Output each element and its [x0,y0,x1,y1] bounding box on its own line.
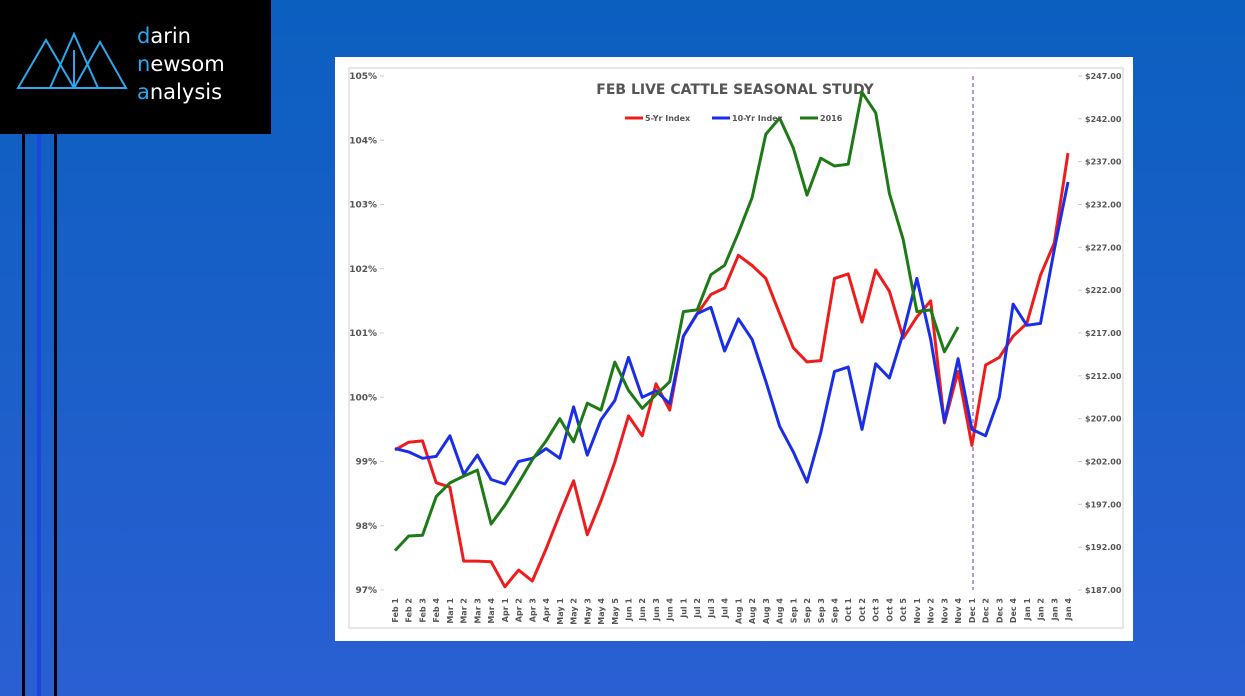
x-tick-label: Apr 3 [528,598,537,622]
x-tick-label: Jun 1 [624,598,633,622]
x-tick-label: Jun 3 [652,598,661,622]
x-tick-label: Aug 3 [762,598,771,624]
left-rule [37,134,41,696]
x-tick-label: Mar 2 [460,598,469,624]
chart-title: FEB LIVE CATTLE SEASONAL STUDY [596,82,874,98]
y2-tick-label: $187.00 [1085,586,1122,595]
x-tick-label: Jan 4 [1064,598,1073,622]
x-tick-label: Jul 4 [721,598,730,619]
x-tick-label: Dec 4 [1009,598,1018,624]
x-tick-label: Oct 2 [858,598,867,622]
y2-tick-label: $197.00 [1085,500,1122,509]
y-tick-label: 105% [349,72,377,82]
logo-text: analysis [137,80,223,104]
x-tick-label: Feb 1 [391,598,400,623]
y-tick-label: 101% [349,329,377,339]
x-tick-label: Oct 1 [844,598,853,622]
x-tick-label: Sep 3 [817,598,826,623]
x-tick-label: Mar 3 [473,598,482,624]
series-line [393,90,960,552]
x-tick-label: Jul 2 [693,598,702,619]
x-tick-label: Nov 4 [954,598,963,624]
y2-tick-label: $242.00 [1085,115,1122,124]
x-tick-label: Jan 1 [1023,598,1032,622]
x-tick-label: Nov 1 [913,598,922,624]
y2-tick-label: $217.00 [1085,329,1122,338]
x-tick-label: Apr 2 [515,598,524,622]
x-tick-label: May 2 [570,598,579,625]
x-tick-label: Nov 2 [927,598,936,624]
logo-text: newsom [137,52,225,76]
x-tick-label: Aug 4 [776,598,785,624]
legend-label: 2016 [820,114,843,123]
x-tick-label: Oct 3 [872,598,881,622]
x-tick-label: Dec 1 [968,598,977,624]
legend-label: 5-Yr Index [645,114,691,123]
x-tick-label: Jul 1 [679,598,688,619]
logo-text: darin [137,24,191,48]
x-tick-label: Feb 3 [418,598,427,623]
x-tick-label: Apr 4 [542,598,551,623]
logo-icon [16,31,128,89]
x-tick-label: Apr 1 [501,598,510,623]
x-tick-label: Dec 3 [995,598,1004,623]
y2-tick-label: $237.00 [1085,158,1122,167]
y2-tick-label: $247.00 [1085,72,1122,81]
x-tick-label: Sep 1 [789,598,798,624]
y2-tick-label: $227.00 [1085,243,1122,252]
series-line [394,152,1070,589]
logo: darin newsom analysis [0,0,271,134]
left-rule [22,134,25,696]
x-tick-label: Nov 3 [940,598,949,624]
y2-tick-label: $212.00 [1085,372,1122,381]
y-tick-label: 103% [349,201,377,211]
y2-tick-label: $222.00 [1085,286,1122,295]
x-tick-label: Dec 2 [982,598,991,623]
y2-tick-label: $202.00 [1085,458,1122,467]
y2-tick-label: $207.00 [1085,415,1122,424]
x-tick-label: Oct 5 [899,598,908,622]
plot-frame [348,67,1124,629]
left-rule [54,134,57,696]
x-tick-label: Jul 3 [707,598,716,619]
legend-label: 10-Yr Index [732,114,784,123]
y-tick-label: 97% [355,586,377,596]
x-tick-label: May 4 [597,598,606,625]
x-tick-label: Feb 4 [432,598,441,623]
x-tick-label: Feb 2 [405,598,414,623]
series-line [394,181,1070,486]
x-tick-label: Mar 1 [446,598,455,624]
x-tick-label: May 5 [611,598,620,625]
chart-card [335,57,1133,641]
x-tick-label: Mar 4 [487,598,496,624]
x-tick-label: May 3 [583,598,592,625]
y2-tick-label: $232.00 [1085,201,1122,210]
x-tick-label: Jun 4 [666,598,675,622]
y-tick-label: 99% [355,458,377,468]
x-tick-label: Sep 4 [831,598,840,624]
x-tick-label: Aug 1 [734,598,743,624]
y-tick-label: 104% [349,136,377,146]
y-tick-label: 100% [349,393,377,403]
x-tick-label: Jan 2 [1037,598,1046,621]
y2-tick-label: $192.00 [1085,543,1122,552]
x-tick-label: Sep 2 [803,598,812,623]
x-tick-label: Jan 3 [1050,598,1059,621]
y-tick-label: 102% [349,265,377,275]
x-tick-label: Aug 2 [748,598,757,624]
x-tick-label: Jun 2 [638,598,647,622]
x-tick-label: May 1 [556,598,565,625]
x-tick-label: Oct 4 [885,598,894,622]
y-tick-label: 98% [355,522,377,532]
